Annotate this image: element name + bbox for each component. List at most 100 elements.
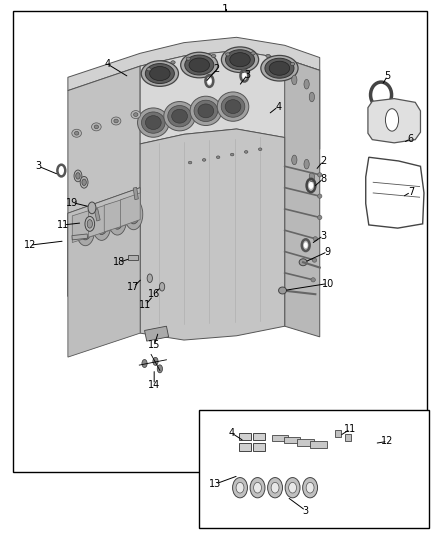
Ellipse shape — [194, 100, 218, 122]
Ellipse shape — [304, 242, 307, 248]
Ellipse shape — [147, 274, 152, 282]
Ellipse shape — [131, 110, 141, 118]
Text: 5: 5 — [385, 71, 391, 80]
Ellipse shape — [261, 55, 298, 81]
Ellipse shape — [265, 58, 294, 78]
Ellipse shape — [82, 179, 86, 185]
Ellipse shape — [304, 159, 309, 169]
Bar — [272, 435, 288, 441]
Ellipse shape — [313, 237, 318, 241]
Text: 4: 4 — [275, 102, 281, 111]
Ellipse shape — [374, 86, 388, 103]
Text: 6: 6 — [408, 134, 414, 143]
Text: 9: 9 — [325, 247, 331, 256]
Ellipse shape — [114, 119, 118, 123]
Ellipse shape — [292, 75, 297, 85]
Ellipse shape — [243, 73, 246, 79]
Ellipse shape — [80, 176, 88, 188]
Polygon shape — [368, 99, 420, 143]
Ellipse shape — [145, 63, 174, 84]
Ellipse shape — [318, 215, 322, 220]
Polygon shape — [285, 59, 320, 337]
Bar — [72, 234, 88, 240]
Text: 13: 13 — [209, 479, 222, 489]
Bar — [133, 187, 138, 200]
Ellipse shape — [306, 482, 314, 493]
Text: 15: 15 — [148, 341, 160, 350]
Ellipse shape — [208, 78, 212, 84]
Text: 12: 12 — [381, 437, 394, 446]
Polygon shape — [72, 209, 94, 243]
Ellipse shape — [233, 478, 247, 498]
Ellipse shape — [244, 151, 248, 154]
Ellipse shape — [164, 101, 195, 131]
Ellipse shape — [269, 61, 290, 75]
Bar — [239, 443, 251, 451]
Ellipse shape — [299, 259, 307, 265]
Polygon shape — [88, 204, 110, 237]
Bar — [94, 208, 100, 221]
Ellipse shape — [124, 199, 143, 230]
Bar — [345, 434, 351, 441]
Ellipse shape — [142, 359, 147, 368]
Ellipse shape — [108, 204, 127, 235]
Polygon shape — [104, 198, 126, 232]
Polygon shape — [120, 193, 140, 227]
Ellipse shape — [190, 96, 222, 126]
Ellipse shape — [141, 61, 179, 86]
Ellipse shape — [72, 130, 81, 137]
Ellipse shape — [111, 117, 121, 125]
Ellipse shape — [226, 53, 230, 56]
Polygon shape — [68, 37, 320, 91]
Text: 18: 18 — [113, 257, 125, 267]
Ellipse shape — [226, 50, 254, 70]
Ellipse shape — [168, 106, 191, 127]
Text: 11: 11 — [57, 220, 70, 230]
Text: 3: 3 — [244, 70, 251, 79]
Bar — [253, 433, 265, 440]
Bar — [239, 433, 251, 440]
Ellipse shape — [92, 209, 111, 240]
Ellipse shape — [92, 123, 101, 131]
Ellipse shape — [285, 478, 300, 498]
Ellipse shape — [292, 155, 297, 165]
Text: 17: 17 — [127, 282, 140, 292]
Ellipse shape — [134, 112, 138, 116]
Bar — [335, 430, 341, 437]
Text: 2: 2 — [320, 156, 326, 166]
Text: 7: 7 — [408, 187, 414, 197]
Bar — [284, 437, 300, 443]
Ellipse shape — [318, 173, 322, 177]
Text: 12: 12 — [24, 240, 36, 250]
Ellipse shape — [230, 154, 234, 156]
Ellipse shape — [80, 221, 91, 240]
Ellipse shape — [279, 287, 286, 294]
Ellipse shape — [141, 112, 165, 133]
Ellipse shape — [96, 215, 107, 235]
Text: 10: 10 — [321, 279, 334, 288]
Text: 3: 3 — [303, 506, 309, 515]
Ellipse shape — [309, 92, 314, 102]
Ellipse shape — [266, 54, 270, 58]
Ellipse shape — [258, 148, 262, 150]
Ellipse shape — [153, 357, 158, 366]
Text: 19: 19 — [66, 198, 78, 207]
Ellipse shape — [221, 96, 245, 117]
Ellipse shape — [159, 282, 165, 291]
Text: 4: 4 — [104, 59, 110, 69]
Text: 16: 16 — [148, 289, 160, 299]
Ellipse shape — [128, 205, 139, 224]
Text: 2: 2 — [214, 64, 220, 74]
Ellipse shape — [186, 57, 191, 60]
Ellipse shape — [157, 365, 162, 373]
Ellipse shape — [290, 62, 295, 66]
Bar — [310, 441, 327, 448]
Ellipse shape — [303, 478, 318, 498]
Text: 4: 4 — [228, 428, 234, 438]
Polygon shape — [145, 326, 169, 341]
Bar — [199, 410, 429, 528]
Ellipse shape — [76, 173, 80, 179]
Ellipse shape — [74, 132, 79, 135]
Bar — [128, 255, 138, 260]
Ellipse shape — [212, 54, 216, 58]
